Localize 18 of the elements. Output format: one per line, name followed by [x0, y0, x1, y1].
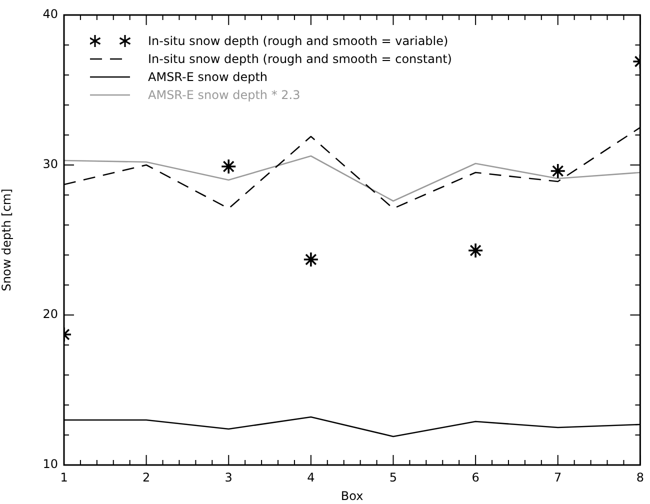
legend-label: AMSR-E snow depth * 2.3: [148, 87, 300, 104]
x-tick-label: 2: [142, 470, 150, 484]
x-tick-label: 7: [554, 470, 562, 484]
x-tick-label: 6: [472, 470, 480, 484]
legend-label: In-situ snow depth (rough and smooth = variable): [148, 33, 448, 50]
legend-label: In-situ snow depth (rough and smooth = constant): [148, 51, 452, 68]
y-tick-label: 30: [42, 157, 58, 172]
x-tick-label: 1: [60, 470, 68, 484]
x-tick-label: 8: [636, 470, 644, 484]
x-axis-title: Box: [340, 488, 364, 503]
y-axis-title: Snow depth [cm]: [0, 188, 14, 292]
x-tick-label: 5: [389, 470, 398, 484]
legend-label: AMSR-E snow depth: [148, 69, 268, 86]
x-tick-label: 3: [224, 470, 232, 484]
y-tick-label: 10: [42, 457, 58, 472]
y-tick-label: 40: [42, 7, 58, 22]
x-tick-label: 4: [307, 470, 315, 484]
y-tick-label: 20: [42, 307, 58, 322]
